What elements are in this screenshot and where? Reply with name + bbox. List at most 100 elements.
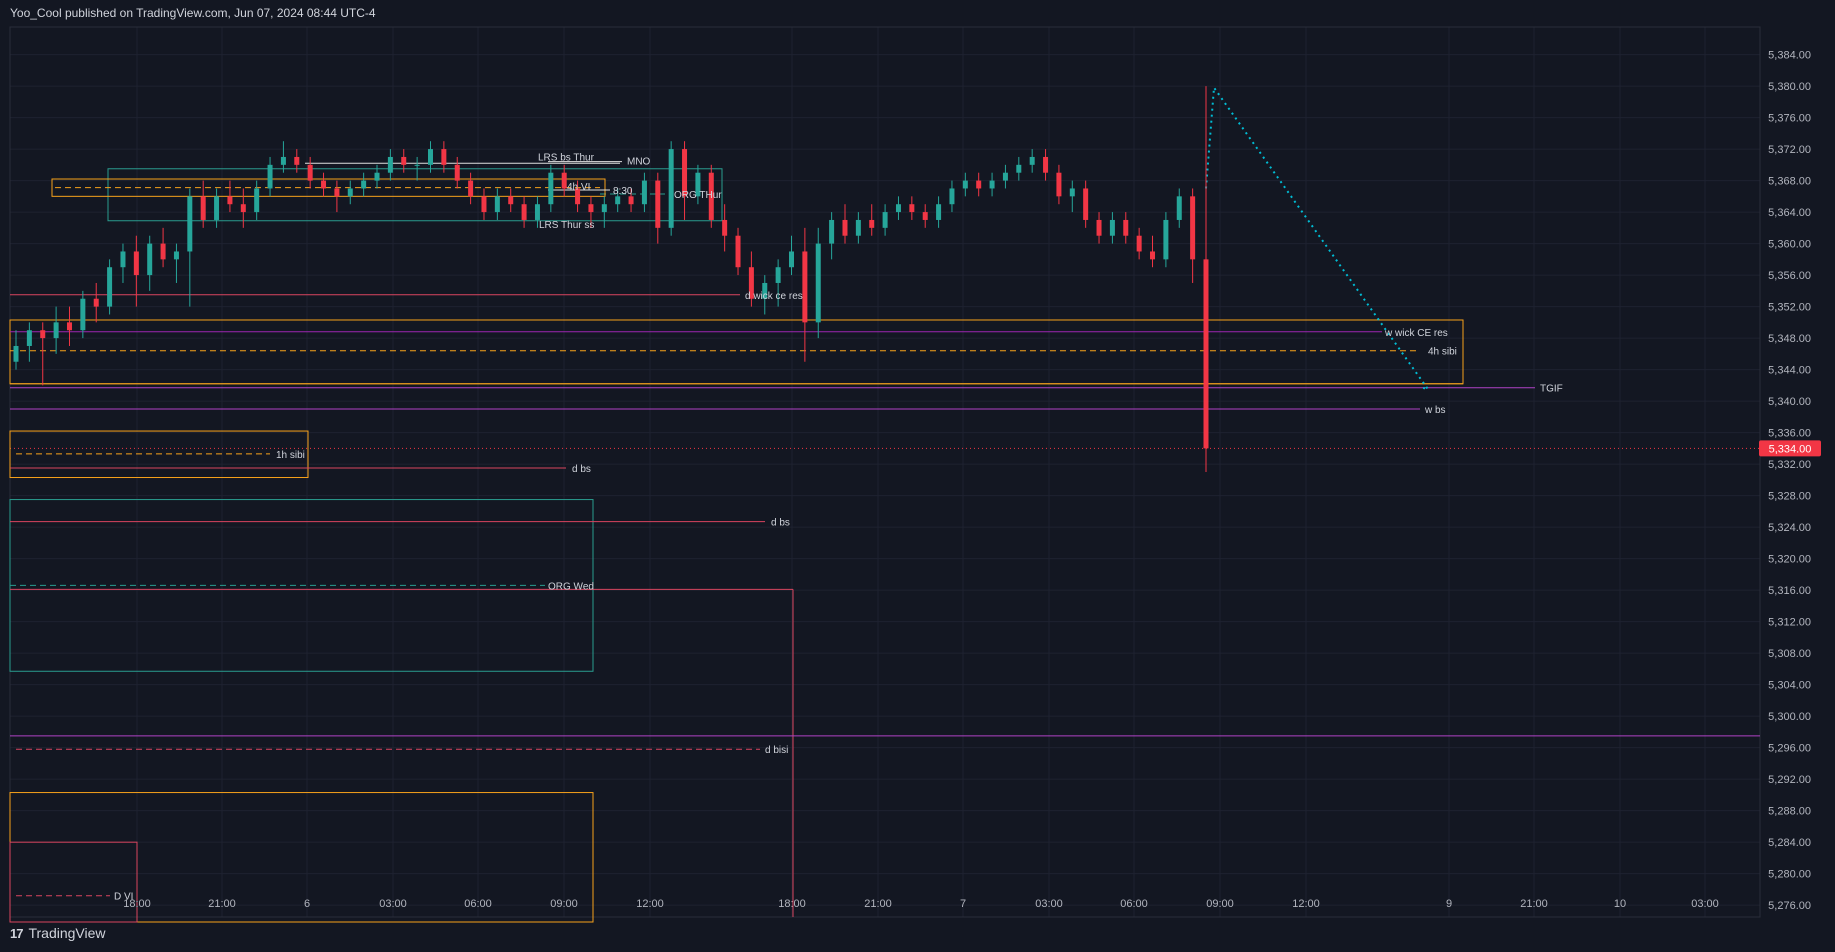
candle-body[interactable] bbox=[374, 172, 380, 181]
candle-body[interactable] bbox=[682, 149, 688, 197]
candle-body[interactable] bbox=[1163, 219, 1169, 260]
candle-body[interactable] bbox=[802, 251, 808, 323]
candle-body[interactable] bbox=[869, 219, 875, 228]
candle-body[interactable] bbox=[133, 251, 139, 276]
d-bisi-box[interactable] bbox=[9, 792, 594, 923]
candle-body[interactable] bbox=[53, 322, 59, 339]
candle-body[interactable] bbox=[1109, 219, 1115, 236]
candle-body[interactable] bbox=[829, 219, 835, 244]
candle-body[interactable] bbox=[895, 204, 901, 213]
candle-body[interactable] bbox=[347, 188, 353, 197]
candle-body[interactable] bbox=[601, 204, 607, 213]
candle-body[interactable] bbox=[655, 180, 661, 228]
candle-body[interactable] bbox=[561, 172, 567, 189]
one-h-sibi-box[interactable] bbox=[9, 430, 309, 479]
candle-body[interactable] bbox=[588, 204, 594, 213]
candle-body[interactable] bbox=[1002, 172, 1008, 181]
candle-body[interactable] bbox=[361, 180, 367, 189]
candle-body[interactable] bbox=[387, 156, 393, 173]
candle-body[interactable] bbox=[294, 156, 300, 165]
candle-body[interactable] bbox=[722, 219, 728, 236]
candle-body[interactable] bbox=[922, 212, 928, 220]
candle-body[interactable] bbox=[708, 172, 714, 220]
candle-body[interactable] bbox=[1043, 156, 1049, 173]
candle-body[interactable] bbox=[93, 298, 99, 307]
candle-body[interactable] bbox=[26, 330, 32, 346]
candle-body[interactable] bbox=[1016, 164, 1022, 173]
candle-body[interactable] bbox=[815, 243, 821, 323]
candle-body[interactable] bbox=[735, 235, 741, 268]
candle-body[interactable] bbox=[307, 164, 313, 181]
candle-body[interactable] bbox=[962, 180, 968, 189]
candle-body[interactable] bbox=[1029, 156, 1035, 165]
candle-body[interactable] bbox=[401, 156, 407, 165]
candle-body[interactable] bbox=[427, 149, 433, 165]
candle-body[interactable] bbox=[173, 251, 179, 260]
candle-body[interactable] bbox=[882, 212, 888, 228]
candle-body[interactable] bbox=[695, 172, 701, 197]
candle-body[interactable] bbox=[508, 196, 514, 205]
candle-body[interactable] bbox=[1136, 235, 1142, 252]
org-thur-box[interactable] bbox=[107, 168, 723, 222]
candle-body[interactable] bbox=[575, 188, 581, 205]
candle-body[interactable] bbox=[1123, 219, 1129, 236]
candle-body[interactable] bbox=[200, 196, 206, 220]
candle-body[interactable] bbox=[267, 164, 273, 189]
candle-body[interactable] bbox=[66, 322, 72, 331]
d-vi-box[interactable] bbox=[9, 841, 138, 923]
four-h-sibi-box[interactable] bbox=[9, 319, 1464, 385]
candle-body[interactable] bbox=[641, 180, 647, 205]
orange-thur-box[interactable] bbox=[51, 178, 606, 197]
candle-body[interactable] bbox=[909, 204, 915, 213]
candle-body[interactable] bbox=[534, 204, 540, 220]
candle-body[interactable] bbox=[160, 243, 166, 260]
candle-body[interactable] bbox=[454, 164, 460, 181]
candle-body[interactable] bbox=[494, 196, 500, 213]
candle-body[interactable] bbox=[120, 251, 126, 268]
candle-body[interactable] bbox=[548, 172, 554, 205]
brand-footer[interactable]: 17 TradingView bbox=[10, 925, 106, 941]
candle-body[interactable] bbox=[227, 196, 233, 205]
candle-body[interactable] bbox=[1176, 196, 1182, 220]
candle-body[interactable] bbox=[762, 282, 768, 299]
candle-body[interactable] bbox=[254, 188, 260, 213]
candle-body[interactable] bbox=[1056, 172, 1062, 197]
candle-body[interactable] bbox=[334, 188, 340, 197]
candle-body[interactable] bbox=[989, 180, 995, 189]
candle-body[interactable] bbox=[147, 243, 153, 276]
candle-body[interactable] bbox=[748, 267, 754, 299]
candle-body[interactable] bbox=[107, 267, 113, 307]
candle-body[interactable] bbox=[976, 180, 982, 189]
candle-body[interactable] bbox=[949, 188, 955, 205]
candle-body[interactable] bbox=[1190, 196, 1196, 260]
candle-body[interactable] bbox=[668, 149, 674, 228]
candle-body[interactable] bbox=[1203, 259, 1209, 449]
candle-body[interactable] bbox=[80, 298, 86, 331]
candle-body[interactable] bbox=[414, 164, 420, 166]
candle-body[interactable] bbox=[1150, 251, 1156, 260]
candle-body[interactable] bbox=[1083, 188, 1089, 220]
candle-body[interactable] bbox=[1069, 188, 1075, 197]
candle-body[interactable] bbox=[441, 149, 447, 165]
candle-body[interactable] bbox=[789, 251, 795, 268]
candle-body[interactable] bbox=[240, 204, 246, 213]
candle-body[interactable] bbox=[775, 267, 781, 283]
candle-body[interactable] bbox=[13, 345, 19, 362]
candle-body[interactable] bbox=[321, 180, 327, 189]
candle-body[interactable] bbox=[628, 196, 634, 205]
candle-body[interactable] bbox=[187, 196, 193, 252]
candle-body[interactable] bbox=[1096, 219, 1102, 236]
candle-body[interactable] bbox=[521, 204, 527, 220]
candle-body[interactable] bbox=[855, 219, 861, 236]
candle-body[interactable] bbox=[214, 196, 220, 220]
time-axis[interactable]: 18:00 21:00 6 03:00 06:00 09:00 12:00 18:00 21:0… bbox=[123, 898, 1719, 910]
candle-body[interactable] bbox=[842, 219, 848, 236]
candle-body[interactable] bbox=[936, 204, 942, 220]
candle-body[interactable] bbox=[481, 196, 487, 213]
candle-body[interactable] bbox=[280, 156, 286, 165]
price-axis[interactable]: 5,384.00 5,380.00 5,376.00 5,372.00 5,368.00… bbox=[1768, 50, 1811, 913]
candle-body[interactable] bbox=[40, 330, 46, 339]
candle-body[interactable] bbox=[615, 196, 621, 205]
candle-body[interactable] bbox=[468, 180, 474, 197]
